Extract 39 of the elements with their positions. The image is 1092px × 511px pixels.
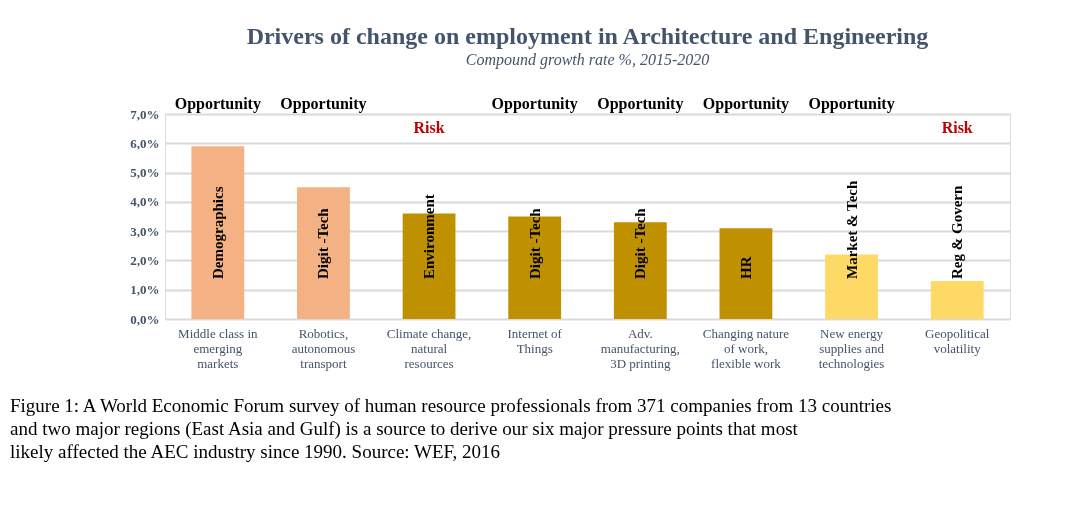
text: Opportunity bbox=[597, 95, 684, 113]
annotation: Digit -Tech bbox=[526, 207, 543, 279]
annotation: HR bbox=[737, 256, 754, 279]
y-tick-label: 2,0% bbox=[130, 252, 160, 268]
annotation: Digit -Tech bbox=[315, 207, 332, 279]
x-tick-label: Changing nature of work, flexible work bbox=[702, 325, 790, 371]
annotation: Digit -Tech bbox=[632, 207, 649, 279]
x-tick-label: Middle class in emerging markets bbox=[178, 325, 259, 371]
y-tick-label: 4,0% bbox=[130, 194, 160, 210]
y-tick-label: 5,0% bbox=[130, 165, 160, 181]
text: Opportunity bbox=[174, 95, 261, 113]
text: Opportunity bbox=[491, 95, 578, 113]
chart-title: Drivers of change on employment in Architecture and Engineering bbox=[246, 23, 929, 49]
chart-subtitle: Compound growth rate %, 2015-2020 bbox=[465, 51, 710, 69]
x-tick-label: Adv. manufacturing, 3D printing bbox=[600, 325, 680, 371]
y-tick-label: 6,0% bbox=[130, 135, 160, 151]
bar bbox=[191, 146, 245, 319]
x-tick-label: Robotics, autonomous transport bbox=[291, 325, 356, 371]
bar bbox=[719, 228, 773, 319]
y-tick-label: 0,0% bbox=[130, 311, 160, 327]
text: Opportunity bbox=[808, 95, 895, 113]
annotation: Risk bbox=[413, 119, 445, 136]
bar bbox=[297, 187, 350, 319]
annotation: Demographics bbox=[209, 186, 226, 279]
x-tick-label: Climate change, natural resources bbox=[386, 325, 472, 371]
x-tick-label: New energy supplies and technologies bbox=[818, 325, 885, 371]
text: Opportunity bbox=[702, 95, 790, 113]
y-tick-label: 7,0% bbox=[130, 106, 160, 122]
x-tick-label: Geopolitical volatility bbox=[925, 325, 990, 356]
annotation: Market & Tech bbox=[843, 180, 860, 279]
annotation: Reg & Govern bbox=[949, 185, 966, 279]
text: Opportunity bbox=[280, 95, 367, 113]
caption: Figure 1: A World Economic Forum survey of human resource professionals from 371 companies from 13 countries and two major regions (East Asia and Gulf) is a source to derive our six major pressure points that most likely affected the AEC industry since 1990. Source: WEF, 2016 bbox=[10, 395, 892, 462]
annotation: Risk bbox=[941, 119, 973, 136]
bar bbox=[930, 280, 984, 319]
y-tick-label: 1,0% bbox=[130, 282, 160, 298]
y-tick-label: 3,0% bbox=[130, 223, 160, 239]
annotation: Environment bbox=[421, 194, 438, 279]
x-tick-label: Internet of Things bbox=[507, 325, 563, 356]
